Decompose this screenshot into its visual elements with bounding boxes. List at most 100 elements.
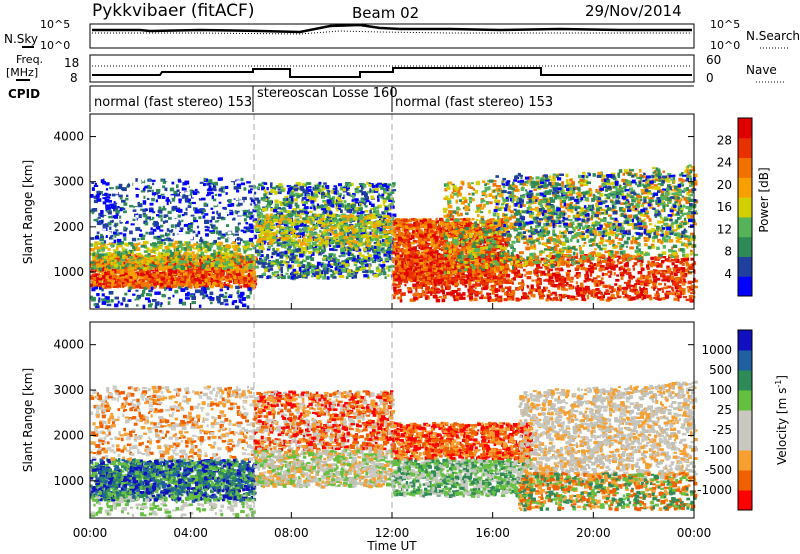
data-cell <box>153 220 158 224</box>
data-cell <box>333 263 338 266</box>
data-cell <box>367 257 371 260</box>
data-cell <box>137 262 142 266</box>
data-cell <box>166 236 170 240</box>
data-cell <box>152 264 156 268</box>
data-cell <box>295 258 300 262</box>
data-cell <box>220 267 222 271</box>
data-cell <box>152 182 155 186</box>
data-cell <box>327 192 330 195</box>
data-cell <box>173 191 177 195</box>
data-cell <box>321 185 325 188</box>
data-cell <box>150 276 154 281</box>
data-cell <box>124 278 128 281</box>
nsky-label: N.Sky <box>4 32 38 46</box>
data-cell <box>96 190 101 194</box>
data-cell <box>356 212 362 215</box>
data-cell <box>234 274 239 279</box>
data-cell <box>179 272 183 275</box>
data-cell <box>262 199 266 202</box>
data-cell <box>297 223 302 227</box>
data-cell <box>210 253 214 256</box>
data-cell <box>129 182 133 186</box>
data-cell <box>123 210 126 214</box>
data-cell <box>178 301 183 305</box>
data-cell <box>227 265 231 269</box>
data-cell <box>270 182 273 186</box>
data-cell <box>148 289 153 293</box>
data-cell <box>137 267 141 270</box>
data-cell <box>333 230 338 234</box>
data-cell <box>121 207 126 210</box>
data-cell <box>212 187 216 191</box>
data-cell <box>211 262 216 265</box>
data-cell <box>369 226 372 230</box>
data-cell <box>125 197 129 201</box>
data-cell <box>119 282 122 285</box>
data-cell <box>342 268 346 273</box>
data-cell <box>370 203 375 207</box>
data-cell <box>239 200 244 203</box>
data-cell <box>126 262 132 265</box>
data-cell <box>204 260 207 263</box>
data-cell <box>185 207 188 211</box>
data-cell <box>254 234 257 239</box>
data-cell <box>304 275 308 279</box>
data-cell <box>248 241 251 244</box>
data-cell <box>192 222 196 225</box>
data-cell <box>354 198 359 202</box>
data-cell <box>223 267 227 271</box>
data-cell <box>143 286 146 291</box>
data-cell <box>233 201 238 205</box>
data-cell <box>323 182 327 185</box>
data-cell <box>360 210 365 214</box>
data-cell <box>218 294 224 297</box>
data-cell <box>354 244 359 248</box>
data-cell <box>348 183 352 187</box>
data-cell <box>108 193 112 196</box>
data-cell <box>135 178 138 182</box>
data-cell <box>381 183 387 188</box>
data-cell <box>135 255 140 258</box>
data-cell <box>316 237 320 240</box>
data-cell <box>302 274 307 277</box>
data-cell <box>262 207 267 212</box>
data-cell <box>371 185 376 189</box>
data-cell <box>358 183 364 186</box>
data-cell <box>115 199 120 203</box>
data-cell <box>103 280 107 284</box>
data-cell <box>197 256 200 260</box>
data-cell <box>225 229 229 233</box>
data-cell <box>148 275 152 278</box>
data-cell <box>169 280 174 285</box>
data-cell <box>188 258 192 261</box>
data-cell <box>358 207 363 212</box>
data-cell <box>160 224 164 228</box>
data-cell <box>136 180 142 184</box>
data-cell <box>377 257 380 262</box>
data-cell <box>218 212 221 217</box>
data-cell <box>111 243 114 248</box>
data-cell <box>232 300 237 303</box>
data-cell <box>286 248 291 251</box>
data-cell <box>306 193 311 197</box>
data-cell <box>159 254 164 258</box>
cpid-label: CPID <box>8 87 40 101</box>
data-cell <box>98 297 101 300</box>
data-cell <box>217 254 222 259</box>
data-cell <box>130 259 135 262</box>
data-cell <box>178 229 183 233</box>
data-cell <box>145 297 150 301</box>
data-cell <box>277 275 281 278</box>
data-cell <box>280 269 283 274</box>
data-cell <box>135 187 140 190</box>
data-cell <box>111 269 117 273</box>
data-cell <box>340 209 343 213</box>
data-cell <box>108 272 112 276</box>
data-cell <box>161 208 167 211</box>
data-cell <box>127 289 131 293</box>
data-cell <box>203 258 208 261</box>
data-cell <box>171 260 176 263</box>
data-cell <box>241 231 247 234</box>
data-cell <box>249 217 252 220</box>
data-cell <box>200 268 203 271</box>
